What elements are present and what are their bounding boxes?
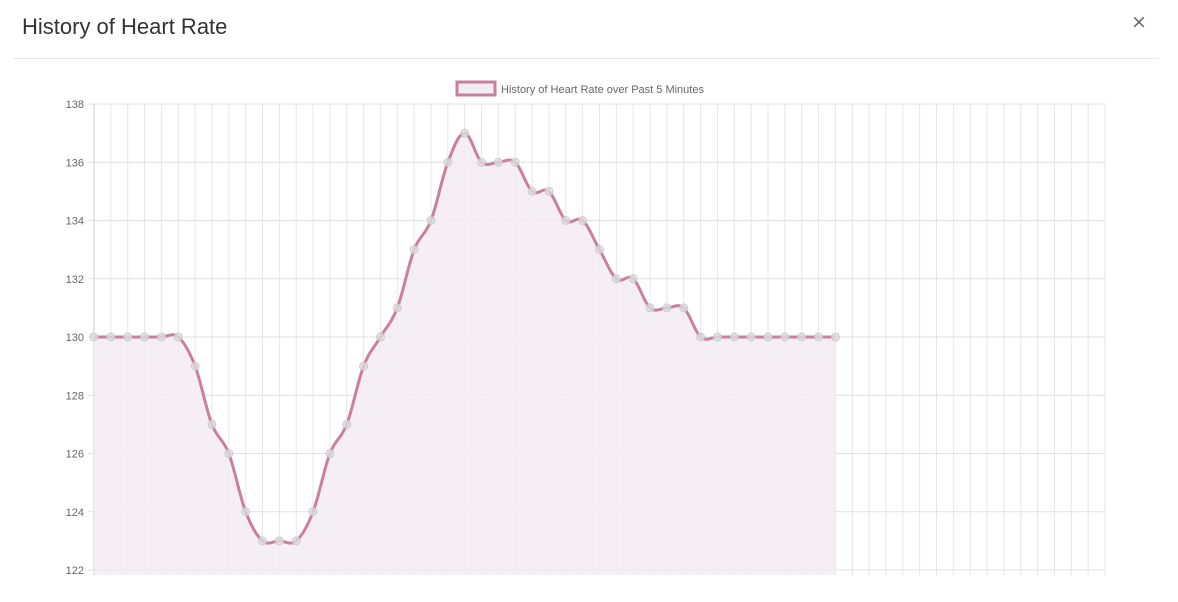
y-tick-label: 122 (66, 565, 84, 577)
data-point[interactable] (392, 303, 402, 313)
legend-swatch[interactable] (455, 80, 497, 97)
data-point[interactable] (527, 186, 537, 196)
data-point[interactable] (291, 536, 301, 546)
data-point[interactable] (712, 332, 722, 342)
data-point[interactable] (628, 274, 638, 284)
data-point[interactable] (645, 303, 655, 313)
data-point[interactable] (274, 536, 284, 546)
data-point[interactable] (679, 303, 689, 313)
data-point[interactable] (409, 245, 419, 255)
y-tick-label: 132 (66, 274, 84, 286)
data-point[interactable] (746, 332, 756, 342)
y-tick-label: 134 (66, 216, 84, 228)
data-point[interactable] (359, 361, 369, 371)
data-point[interactable] (578, 216, 588, 225)
scroll-fade (0, 575, 1178, 602)
data-point[interactable] (325, 449, 335, 458)
y-tick-label: 128 (66, 390, 84, 402)
y-tick-label: 136 (66, 157, 84, 169)
data-point[interactable] (780, 332, 790, 342)
heart-rate-chart: 138 136 134 132 130 128 126 124 122 History of H… (0, 59, 1178, 602)
y-tick-label: 138 (66, 99, 84, 111)
data-point[interactable] (308, 507, 318, 517)
data-point[interactable] (140, 332, 150, 342)
data-point[interactable] (443, 157, 453, 167)
data-point[interactable] (106, 332, 116, 342)
chart-legend[interactable]: History of Heart Rate over Past 5 Minute… (455, 80, 704, 97)
data-point[interactable] (241, 507, 251, 517)
data-point[interactable] (375, 332, 385, 342)
data-point[interactable] (258, 536, 267, 546)
data-point[interactable] (89, 332, 99, 342)
data-point[interactable] (173, 332, 183, 342)
data-point[interactable] (814, 332, 824, 342)
modal-title: History of Heart Rate (22, 14, 228, 39)
data-point[interactable] (510, 157, 520, 167)
series-fill (94, 133, 836, 576)
data-point[interactable] (207, 419, 217, 429)
data-point[interactable] (190, 361, 200, 371)
close-icon[interactable]: × (1128, 10, 1150, 34)
data-point[interactable] (797, 332, 807, 342)
data-point[interactable] (595, 245, 604, 255)
data-point[interactable] (561, 216, 571, 225)
data-point[interactable] (224, 449, 234, 458)
data-point[interactable] (611, 274, 621, 284)
data-point[interactable] (696, 332, 706, 342)
data-point[interactable] (830, 332, 840, 342)
data-point[interactable] (729, 332, 739, 342)
data-point[interactable] (426, 216, 436, 225)
legend-label[interactable]: History of Heart Rate over Past 5 Minute… (501, 84, 704, 96)
data-point[interactable] (123, 332, 133, 342)
data-point[interactable] (544, 186, 554, 196)
y-tick-label: 124 (66, 507, 84, 519)
modal-header: History of Heart Rate × (13, 0, 1159, 59)
y-tick-label: 126 (66, 449, 84, 461)
data-point[interactable] (662, 303, 672, 313)
series-points (89, 128, 840, 546)
data-point[interactable] (460, 128, 470, 138)
data-point[interactable] (493, 157, 503, 167)
data-point[interactable] (156, 332, 166, 342)
y-tick-label: 130 (66, 332, 84, 344)
data-point[interactable] (763, 332, 773, 342)
data-point[interactable] (342, 419, 352, 429)
series-area (94, 133, 836, 576)
chart-canvas: 138 136 134 132 130 128 126 124 122 History of H… (66, 80, 1106, 577)
data-point[interactable] (477, 157, 487, 167)
